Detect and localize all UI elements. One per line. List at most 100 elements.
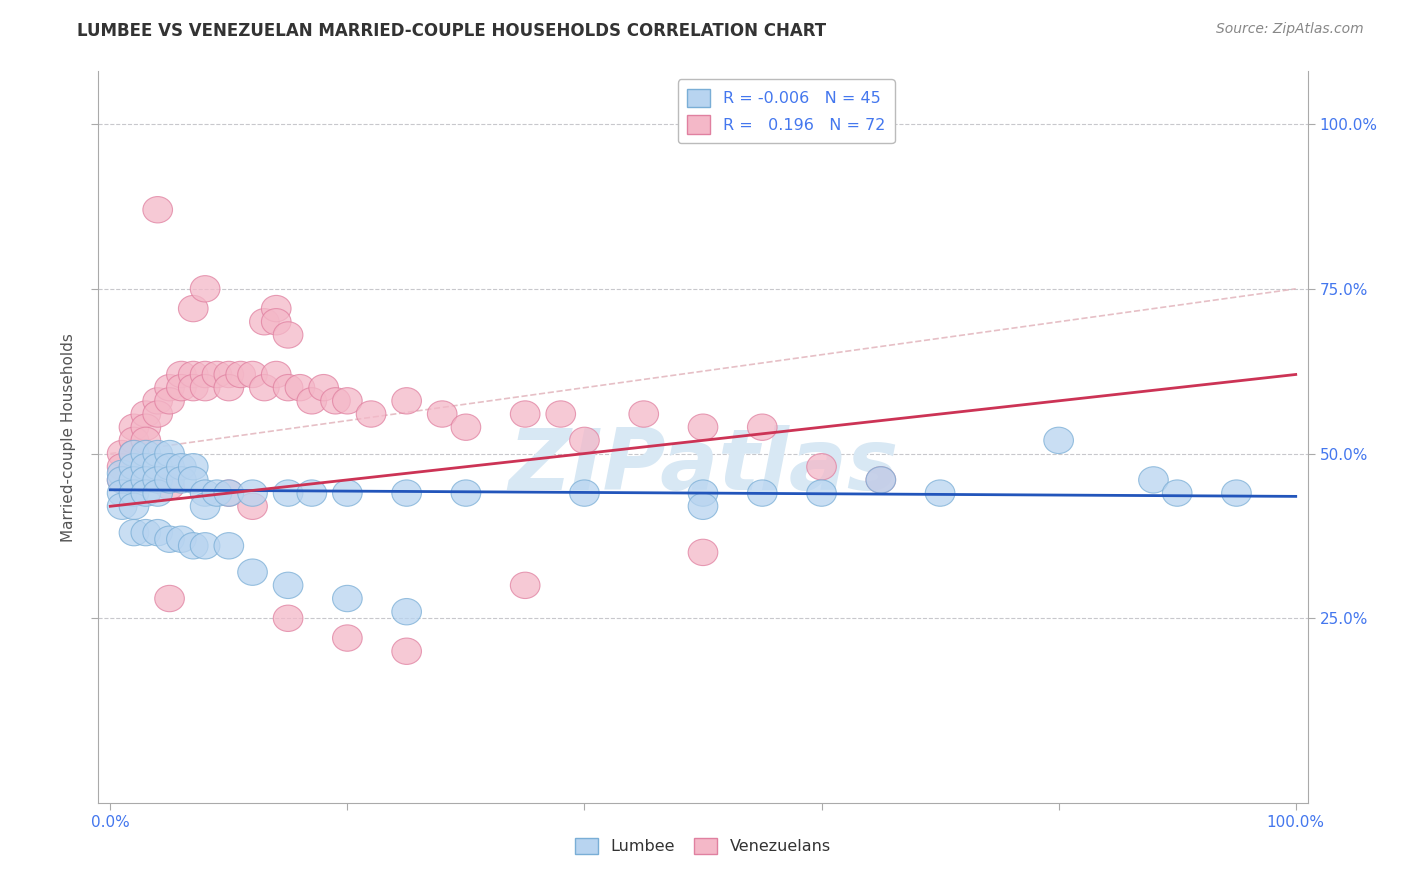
Ellipse shape	[120, 441, 149, 467]
Ellipse shape	[392, 638, 422, 665]
Ellipse shape	[131, 480, 160, 507]
Ellipse shape	[392, 480, 422, 507]
Ellipse shape	[107, 441, 136, 467]
Ellipse shape	[546, 401, 575, 427]
Ellipse shape	[155, 453, 184, 480]
Ellipse shape	[179, 375, 208, 401]
Ellipse shape	[155, 441, 184, 467]
Ellipse shape	[166, 467, 197, 493]
Text: LUMBEE VS VENEZUELAN MARRIED-COUPLE HOUSEHOLDS CORRELATION CHART: LUMBEE VS VENEZUELAN MARRIED-COUPLE HOUS…	[77, 22, 827, 40]
Ellipse shape	[107, 480, 136, 507]
Ellipse shape	[226, 361, 256, 388]
Ellipse shape	[356, 401, 385, 427]
Ellipse shape	[451, 414, 481, 441]
Ellipse shape	[120, 519, 149, 546]
Ellipse shape	[748, 480, 778, 507]
Ellipse shape	[155, 526, 184, 552]
Ellipse shape	[107, 453, 136, 480]
Ellipse shape	[120, 453, 149, 480]
Ellipse shape	[179, 467, 208, 493]
Ellipse shape	[179, 361, 208, 388]
Ellipse shape	[273, 375, 302, 401]
Ellipse shape	[214, 533, 243, 559]
Ellipse shape	[202, 361, 232, 388]
Ellipse shape	[866, 467, 896, 493]
Ellipse shape	[131, 427, 160, 453]
Ellipse shape	[143, 196, 173, 223]
Ellipse shape	[925, 480, 955, 507]
Ellipse shape	[392, 388, 422, 414]
Ellipse shape	[748, 414, 778, 441]
Ellipse shape	[143, 388, 173, 414]
Ellipse shape	[120, 427, 149, 453]
Ellipse shape	[202, 480, 232, 507]
Ellipse shape	[107, 460, 136, 486]
Ellipse shape	[166, 361, 197, 388]
Ellipse shape	[273, 605, 302, 632]
Ellipse shape	[297, 480, 326, 507]
Ellipse shape	[155, 467, 184, 493]
Ellipse shape	[1163, 480, 1192, 507]
Ellipse shape	[107, 467, 136, 493]
Ellipse shape	[392, 599, 422, 625]
Ellipse shape	[333, 388, 363, 414]
Ellipse shape	[1222, 480, 1251, 507]
Ellipse shape	[214, 480, 243, 507]
Ellipse shape	[120, 467, 149, 493]
Ellipse shape	[214, 375, 243, 401]
Ellipse shape	[155, 375, 184, 401]
Ellipse shape	[1043, 427, 1073, 453]
Ellipse shape	[107, 493, 136, 519]
Ellipse shape	[131, 519, 160, 546]
Ellipse shape	[262, 309, 291, 334]
Ellipse shape	[688, 493, 718, 519]
Ellipse shape	[273, 572, 302, 599]
Ellipse shape	[333, 480, 363, 507]
Ellipse shape	[285, 375, 315, 401]
Ellipse shape	[120, 441, 149, 467]
Ellipse shape	[262, 361, 291, 388]
Ellipse shape	[309, 375, 339, 401]
Text: Source: ZipAtlas.com: Source: ZipAtlas.com	[1216, 22, 1364, 37]
Ellipse shape	[238, 361, 267, 388]
Ellipse shape	[143, 519, 173, 546]
Ellipse shape	[143, 453, 173, 480]
Ellipse shape	[143, 441, 173, 467]
Ellipse shape	[238, 480, 267, 507]
Ellipse shape	[131, 441, 160, 467]
Ellipse shape	[427, 401, 457, 427]
Ellipse shape	[866, 467, 896, 493]
Ellipse shape	[688, 414, 718, 441]
Ellipse shape	[179, 453, 208, 480]
Ellipse shape	[190, 276, 219, 302]
Ellipse shape	[155, 585, 184, 612]
Ellipse shape	[190, 480, 219, 507]
Ellipse shape	[190, 375, 219, 401]
Ellipse shape	[297, 388, 326, 414]
Ellipse shape	[262, 295, 291, 322]
Ellipse shape	[120, 414, 149, 441]
Ellipse shape	[273, 480, 302, 507]
Ellipse shape	[250, 309, 280, 334]
Ellipse shape	[214, 480, 243, 507]
Ellipse shape	[131, 414, 160, 441]
Ellipse shape	[143, 480, 173, 507]
Ellipse shape	[238, 493, 267, 519]
Ellipse shape	[143, 467, 173, 493]
Ellipse shape	[120, 493, 149, 519]
Ellipse shape	[131, 467, 160, 493]
Ellipse shape	[273, 322, 302, 348]
Ellipse shape	[131, 453, 160, 480]
Ellipse shape	[510, 572, 540, 599]
Ellipse shape	[214, 361, 243, 388]
Ellipse shape	[155, 388, 184, 414]
Ellipse shape	[510, 401, 540, 427]
Ellipse shape	[807, 480, 837, 507]
Ellipse shape	[688, 540, 718, 566]
Ellipse shape	[321, 388, 350, 414]
Ellipse shape	[1139, 467, 1168, 493]
Ellipse shape	[166, 526, 197, 552]
Ellipse shape	[333, 625, 363, 651]
Ellipse shape	[333, 585, 363, 612]
Ellipse shape	[190, 361, 219, 388]
